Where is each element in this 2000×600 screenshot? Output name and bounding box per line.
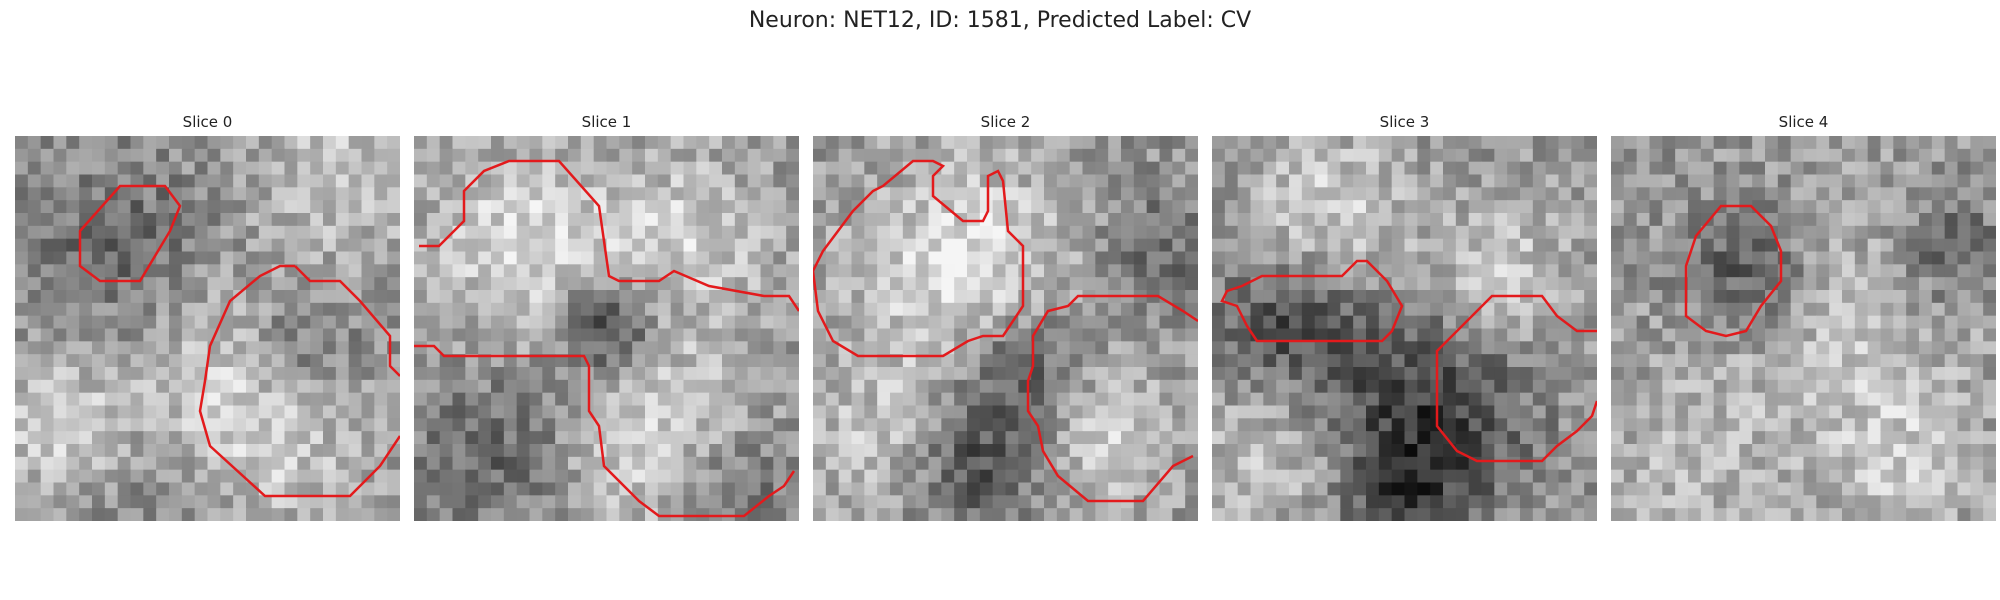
- roi-contour: [78, 184, 182, 283]
- slice-image-1: [414, 136, 799, 521]
- grayscale-texture: [1212, 136, 1597, 521]
- slice-title: Slice 4: [1778, 113, 1829, 131]
- roi-contours: [414, 159, 799, 518]
- slice-title: Slice 1: [581, 113, 632, 131]
- figure-title: Neuron: NET12, ID: 1581, Predicted Label…: [748, 8, 1252, 33]
- grayscale-texture: [15, 136, 400, 521]
- slice-image-3: [1212, 136, 1597, 521]
- slice-panel-3: Slice 3: [1212, 110, 1597, 521]
- slice-title: Slice 2: [980, 113, 1031, 131]
- roi-contours: [1684, 204, 1783, 338]
- slice-panel-4: Slice 4: [1611, 110, 1996, 521]
- slice-image-0: [15, 136, 400, 521]
- roi-contours: [78, 184, 400, 498]
- grayscale-texture: [1611, 136, 1996, 521]
- grayscale-texture: [813, 136, 1198, 521]
- roi-contours: [813, 159, 1198, 503]
- roi-contour: [1435, 294, 1597, 463]
- slice-title: Slice 3: [1379, 113, 1430, 131]
- slice-panel-2: Slice 2: [813, 110, 1198, 521]
- roi-contour: [1026, 294, 1198, 503]
- slice-panel-1: Slice 1: [414, 110, 799, 521]
- slice-image-4: [1611, 136, 1996, 521]
- roi-contour: [813, 159, 1025, 358]
- slice-title: Slice 0: [182, 113, 233, 131]
- roi-contour: [294, 265, 400, 377]
- roi-contour: [419, 159, 799, 312]
- slice-image-2: [813, 136, 1198, 521]
- roi-contour: [414, 344, 796, 518]
- roi-contour: [198, 264, 400, 498]
- roi-contours: [1220, 259, 1597, 463]
- slice-panel-0: Slice 0: [15, 110, 400, 521]
- grayscale-texture: [414, 136, 799, 521]
- roi-contour: [1220, 259, 1404, 343]
- roi-contour: [1684, 204, 1783, 338]
